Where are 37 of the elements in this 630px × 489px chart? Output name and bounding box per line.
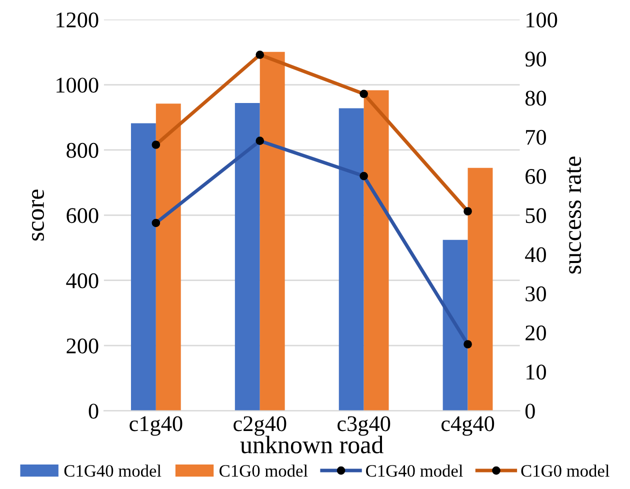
y2-axis-title: success rate (566, 156, 582, 274)
x-tick-label: c1g40 (130, 416, 182, 436)
y2-tick-label: 100 (526, 12, 558, 28)
x-tick-label: c4g40 (441, 416, 494, 436)
y-tick-label: 600 (66, 208, 98, 224)
y-tick-label: 200 (66, 338, 98, 354)
y-tick-label: 800 (66, 142, 98, 158)
x-axis-title: unknown road (240, 436, 384, 454)
legend-label: C1G40 model (64, 464, 162, 477)
y2-tick-label: 80 (525, 90, 546, 106)
y2-tick-label: 70 (526, 130, 546, 145)
legend-label: C1G0 model (220, 464, 308, 477)
bar (156, 104, 181, 411)
y-tick-label: 400 (66, 273, 98, 288)
bar (130, 123, 156, 411)
bar (364, 90, 389, 411)
y2-tick-label: 0 (525, 404, 535, 419)
legend-label: C1G0 model (521, 464, 610, 477)
bar (234, 103, 260, 411)
y-axis-title: score (32, 190, 44, 241)
bar (338, 108, 364, 411)
y-tick-label: 1200 (56, 12, 98, 28)
x-tick-label: c3g40 (338, 416, 390, 436)
bar (442, 240, 468, 411)
y-tick-label: 0 (88, 404, 98, 419)
y-tick-label: 1000 (56, 78, 98, 93)
bar (260, 52, 285, 411)
y2-tick-label: 90 (525, 52, 546, 67)
x-tick-label: c2g40 (234, 416, 286, 436)
y2-tick-label: 20 (526, 325, 546, 340)
y2-tick-label: 60 (526, 168, 546, 184)
bar (468, 168, 493, 411)
y2-tick-label: 40 (525, 247, 546, 262)
y2-tick-label: 10 (526, 364, 546, 380)
y2-tick-label: 30 (526, 286, 546, 302)
y2-tick-label: 50 (526, 208, 546, 224)
legend-label: C1G40 model (366, 464, 463, 477)
